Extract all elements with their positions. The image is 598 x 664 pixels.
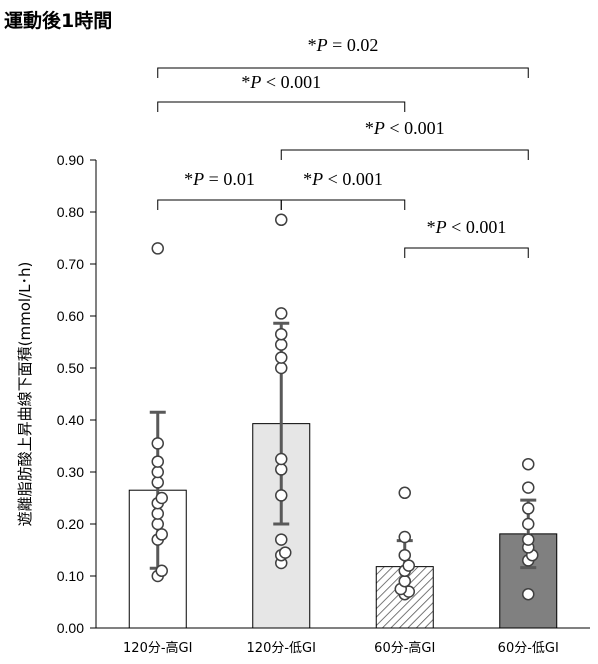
significance-bracket	[280, 149, 529, 160]
data-point	[402, 559, 415, 572]
significance-bracket	[280, 199, 406, 210]
significance-label: *P = 0.02	[308, 35, 379, 55]
x-tick-label: 120分-高GI	[123, 640, 192, 656]
significance-label: *P < 0.001	[303, 169, 383, 189]
y-tick-label: 0.10	[57, 568, 84, 584]
x-axis: 120分-高GI 120分-低GI 60分-高GI 60分-低GI	[96, 627, 590, 656]
data-point	[522, 502, 535, 515]
data-point	[275, 327, 288, 341]
y-tick-label: 0.70	[57, 256, 84, 272]
data-point	[151, 465, 164, 479]
significance-brackets: *P = 0.02 *P < 0.001 *P < 0.001 *P = 0.01 *P…	[157, 35, 529, 258]
data-point	[522, 587, 535, 601]
data-point	[522, 517, 535, 531]
data-point	[151, 476, 164, 489]
data-point	[275, 351, 288, 364]
data-point	[151, 507, 164, 520]
y-tick-label: 0.30	[57, 464, 84, 480]
data-point	[275, 213, 288, 227]
data-point	[398, 574, 411, 588]
significance-label: *P < 0.001	[241, 72, 321, 92]
y-axis: 0.00 0.10 0.20 0.30 0.40 0.50 0.60 0.70 0.80 0.90	[57, 152, 97, 636]
significance-bracket	[157, 199, 282, 210]
y-tick-label: 0.90	[57, 152, 84, 168]
y-tick-label: 0.80	[57, 204, 84, 220]
y-tick-label: 0.40	[57, 412, 84, 428]
significance-label: *P < 0.001	[427, 217, 507, 237]
data-point	[275, 463, 288, 476]
y-tick-label: 0.00	[57, 620, 84, 636]
data-point	[522, 481, 535, 494]
error-bars	[149, 321, 537, 595]
data-point	[151, 455, 164, 468]
data-point	[275, 452, 288, 466]
chart-title: 運動後1時間	[4, 9, 112, 32]
y-tick-label: 0.50	[57, 360, 84, 376]
bars	[128, 423, 558, 629]
data-point	[155, 564, 168, 578]
y-tick-label: 0.60	[57, 308, 84, 324]
y-axis-label: 遊離脂肪酸上昇曲線下面積(mmol/L･h)	[16, 262, 34, 527]
data-point	[522, 457, 535, 471]
significance-label: *P = 0.01	[184, 169, 255, 189]
data-point	[275, 307, 288, 320]
x-tick-label: 120分-低GI	[247, 641, 316, 656]
significance-bracket	[157, 101, 406, 112]
data-point	[275, 533, 288, 546]
data-point	[275, 489, 288, 502]
y-tick-label: 0.20	[57, 516, 84, 532]
data-point	[155, 528, 168, 541]
x-tick-label: 60分-高GI	[374, 640, 435, 656]
significance-label: *P < 0.001	[365, 118, 445, 138]
data-point	[151, 517, 164, 531]
data-point	[522, 533, 535, 546]
data-point	[275, 361, 288, 375]
data-point	[279, 546, 292, 559]
data-point	[398, 548, 411, 562]
data-point	[151, 437, 164, 450]
significance-bracket	[157, 67, 529, 78]
data-point	[398, 486, 411, 500]
data-point	[151, 242, 164, 255]
data-point	[398, 530, 411, 544]
data-point	[155, 491, 168, 505]
x-tick-label: 60分-低GI	[498, 641, 559, 656]
significance-bracket	[404, 247, 529, 258]
data-points	[151, 213, 539, 601]
data-point	[275, 338, 288, 351]
